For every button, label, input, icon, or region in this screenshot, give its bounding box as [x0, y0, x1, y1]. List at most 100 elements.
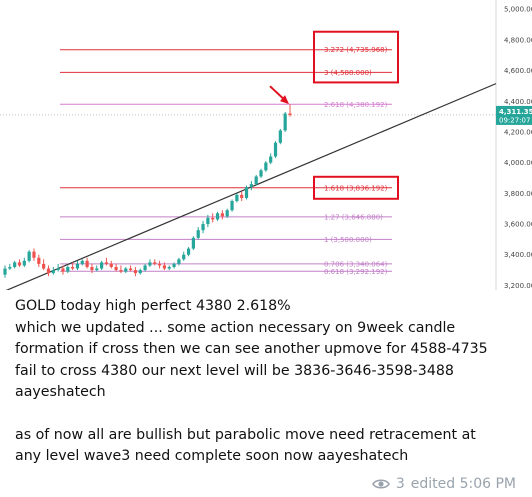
candle-body: [13, 262, 17, 267]
candle-body: [124, 268, 128, 272]
price-badge-value: 4,311.35: [499, 108, 532, 116]
message-line: GOLD today high perfect 4380 2.618%: [15, 298, 291, 314]
candle-body: [206, 217, 210, 225]
candle-body: [51, 270, 55, 274]
candle-body: [37, 257, 41, 264]
candle-body: [128, 268, 133, 271]
y-tick-label: 3,400.000: [504, 251, 532, 259]
candle-body: [249, 184, 253, 188]
candle-body: [283, 113, 287, 131]
candle-body: [109, 263, 113, 267]
y-tick-label: 4,600.000: [504, 67, 532, 75]
message-line: as of now all are bullish but parabolic …: [15, 426, 476, 443]
y-tick-label: 5,000.000: [504, 6, 532, 14]
message-paragraph-1: GOLD today high perfect 4380 2.618% whic…: [15, 296, 525, 404]
candle-body: [211, 217, 215, 220]
chart-svg: 5,000.000 4,800.000 4,600.000 4,400.000 4,20…: [0, 0, 532, 290]
candle-body: [85, 260, 89, 267]
candle-body: [46, 268, 51, 274]
candle-body: [80, 260, 84, 264]
candle-body: [75, 263, 80, 269]
candle-body: [27, 251, 31, 261]
candle-body: [148, 262, 152, 266]
candle-body: [191, 237, 195, 249]
y-tick-label: 3,200.000: [504, 282, 532, 290]
eye-icon: [371, 479, 390, 489]
candle-body: [100, 262, 104, 269]
candle-body: [259, 170, 263, 177]
candle-body: [162, 265, 167, 269]
price-badge-countdown: 09:27:07: [499, 116, 530, 124]
message-paragraph-2: as of now all are bullish but parabolic …: [15, 425, 525, 468]
candle-body: [182, 254, 186, 260]
message-line: any level wave3 need complete soon now a…: [15, 448, 409, 464]
candle-body: [264, 162, 268, 171]
candle-body: [3, 268, 7, 275]
candle-body: [278, 130, 282, 143]
candle-body: [196, 230, 200, 238]
candle-body: [172, 263, 176, 267]
fib-level-label: 3 (4,588.000): [324, 69, 372, 77]
candle-body: [138, 270, 142, 274]
candle-body: [201, 224, 205, 231]
y-tick-label: 3,600.000: [504, 221, 532, 229]
message-meta: 3 edited 5:06 PM: [371, 476, 516, 492]
candle-body: [119, 270, 123, 272]
candle-body: [230, 201, 234, 211]
gold-chart: 5,000.000 4,800.000 4,600.000 4,400.000 4,20…: [0, 0, 532, 290]
message-line: aayeshatech: [15, 384, 106, 400]
y-tick-label: 4,200.000: [504, 128, 532, 136]
fib-level-label: 0.618 (3,292.192): [324, 268, 388, 276]
trendline: [5, 83, 497, 290]
fib-level-label: 1 (3,500.000): [324, 236, 372, 244]
candle-body: [220, 213, 224, 217]
candle-body: [288, 113, 292, 115]
candle-body: [225, 210, 229, 217]
candle-body: [143, 265, 147, 271]
arrow-head: [280, 95, 289, 105]
candle-body: [56, 268, 60, 271]
support-box: [313, 175, 399, 200]
candle-body: [95, 268, 99, 271]
fib-level-label: 3.272 (4,735.968): [324, 46, 388, 54]
fib-level-label: 2.618 (4,380.192): [324, 101, 388, 109]
message-text: GOLD today high perfect 4380 2.618% whic…: [15, 296, 525, 468]
candle-body: [273, 142, 278, 157]
candle-body: [157, 263, 162, 266]
candle-body: [167, 266, 171, 269]
y-tick-label: 4,000.000: [504, 159, 532, 167]
candle-body: [177, 259, 181, 264]
fib-level-label: 1.618 (3,836.192): [324, 184, 388, 192]
candle-body: [32, 251, 36, 258]
message-line: formation if cross then we can see anoth…: [15, 341, 488, 357]
candle-body: [90, 266, 94, 271]
candle-body: [114, 266, 118, 271]
message-line: fail to cross 4380 our next level will b…: [15, 362, 454, 379]
candle-body: [61, 268, 65, 272]
candle-body: [269, 156, 273, 163]
fib-level-label: 0.706 (3,340.064): [324, 260, 388, 268]
edited-time: edited 5:06 PM: [410, 476, 516, 492]
candle-body: [22, 260, 26, 266]
fib-level-label: 1.27 (3,646.880): [324, 213, 383, 221]
price-badge: [496, 105, 532, 125]
candle-body: [42, 263, 46, 269]
y-tick-label: 4,400.000: [504, 98, 532, 106]
candle-body: [254, 176, 258, 185]
y-tick-label: 3,800.000: [504, 190, 532, 198]
y-tick-label: 4,800.000: [504, 36, 532, 44]
candle-body: [244, 187, 249, 198]
candle-body: [8, 266, 12, 269]
candle-body: [186, 248, 191, 255]
candle-body: [240, 194, 244, 198]
candle-body: [215, 213, 220, 220]
view-count: 3: [395, 476, 405, 492]
target-box: [313, 30, 399, 84]
candle-body: [66, 266, 70, 272]
message-line: which we updated ... some action necessa…: [15, 319, 456, 336]
candle-body: [17, 262, 22, 266]
candle-body: [104, 262, 109, 264]
candle-body: [133, 270, 138, 274]
candle-body: [71, 266, 75, 269]
candle-body: [235, 194, 239, 202]
